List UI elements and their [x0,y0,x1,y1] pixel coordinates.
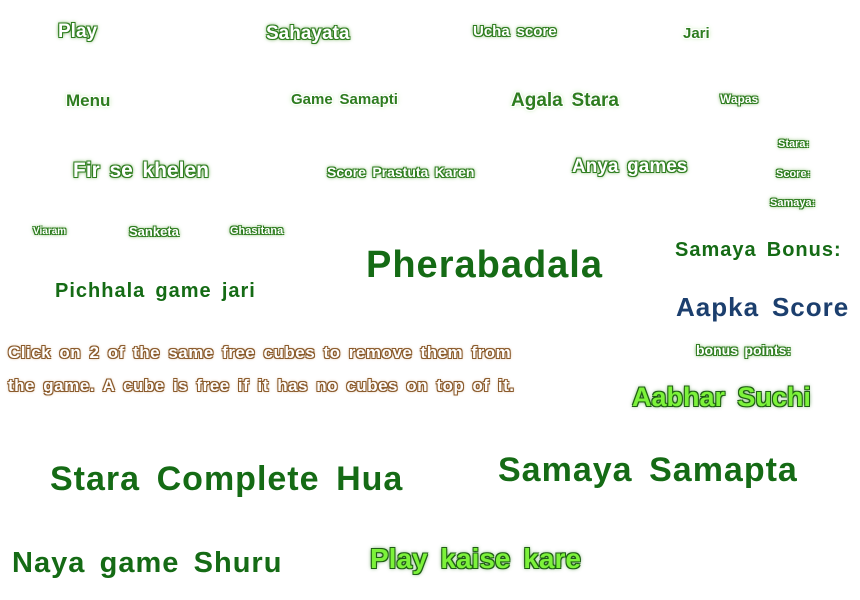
pause-button[interactable]: Viaram [33,226,67,237]
time-up-label: Samaya Samapta [498,451,798,489]
instructions-text: Click on 2 of the same free cubes to rem… [8,336,608,402]
time-bonus-label: Samaya Bonus: [675,239,842,261]
credits-button[interactable]: Aabhar Suchi [632,382,811,412]
back-button[interactable]: Wapas [720,92,759,106]
level-label: Stara: [778,138,810,150]
high-score-button[interactable]: Ucha score [473,23,557,40]
bonus-points-label: bonus points: [696,342,792,358]
submit-score-button[interactable]: Score Prastuta Karen [327,164,475,180]
time-label: Samaya: [770,197,816,209]
instructions-line-1: Click on 2 of the same free cubes to rem… [8,343,512,362]
your-score-label: Aapka Score [676,292,850,322]
resume-game-button[interactable]: Pichhala game jari [55,280,256,302]
shuffle-button[interactable]: Pherabadala [366,244,603,286]
how-to-play-button[interactable]: Play kaise kare [370,543,581,574]
level-complete-label: Stara Complete Hua [50,460,404,498]
continue-button[interactable]: Jari [683,25,710,42]
drag-button[interactable]: Ghasitana [230,225,284,237]
menu-button[interactable]: Menu [66,91,111,110]
instructions-line-2: the game. A cube is free if it has no cu… [8,376,515,395]
play-again-button[interactable]: Fir se khelen [73,159,209,182]
game-over-button[interactable]: Game Samapti [291,91,398,108]
play-button[interactable]: Play [58,21,98,42]
help-button[interactable]: Sahayata [266,23,350,44]
hint-button[interactable]: Sanketa [129,224,179,239]
next-level-button[interactable]: Agala Stara [511,90,619,111]
other-games-button[interactable]: Anya games [572,156,688,177]
new-game-button[interactable]: Naya game Shuru [12,547,283,579]
score-label: Score: [776,168,811,180]
